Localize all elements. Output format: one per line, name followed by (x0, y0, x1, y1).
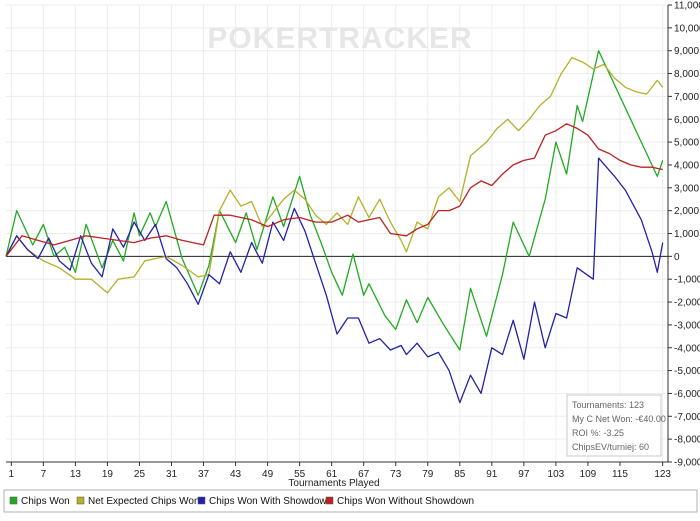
y-tick-label: -1,000 (674, 275, 700, 286)
x-tick-label: 67 (358, 469, 370, 480)
y-tick-label: 11,000 (674, 1, 700, 12)
y-tick-label: 2,000 (674, 206, 699, 217)
x-tick-label: 49 (262, 469, 274, 480)
y-tick-label: 0 (674, 252, 680, 263)
x-tick-label: 73 (390, 469, 402, 480)
x-tick-label: 61 (326, 469, 338, 480)
x-axis-title: Tournaments Played (288, 478, 379, 489)
y-tick-label: 3,000 (674, 183, 699, 194)
y-tick-label: -6,000 (674, 389, 700, 400)
y-tick-label: 4,000 (674, 160, 699, 171)
series-line-1 (5, 56, 664, 294)
watermark-logo: POKERTRACKER (207, 22, 472, 55)
x-tick-label: 115 (612, 469, 628, 480)
axes-layer: -9,000 -8,000 -7,000 -6,000 -5,000 -4,000 -3,0… (6, 1, 700, 480)
y-tick-label: 7,000 (674, 92, 699, 103)
x-tick-label: 85 (454, 469, 466, 480)
series-line-0 (5, 50, 664, 351)
info-box: Tournaments: 123 My C Net Won: -€40.00 ROI… (566, 394, 666, 457)
y-tick-label: -8,000 (674, 435, 700, 446)
y-tick-label: -2,000 (674, 298, 700, 309)
legend-frame (3, 489, 698, 513)
x-tick-label: 1 (9, 469, 15, 480)
x-tick-label: 109 (580, 469, 597, 480)
legend-swatch (325, 496, 334, 505)
x-tick-label: 7 (41, 469, 47, 480)
legend-label: Chips Won (21, 496, 70, 507)
x-tick-label: 25 (134, 469, 146, 480)
info-box-line: Tournaments: 123 (572, 400, 644, 410)
x-tick-label: 37 (198, 469, 210, 480)
y-tick-label: 8,000 (674, 69, 699, 80)
y-tick-label: -9,000 (674, 458, 700, 469)
x-tick-label: 43 (230, 469, 242, 480)
series-line-2 (5, 157, 664, 404)
y-tick-label: 6,000 (674, 115, 699, 126)
x-tick-label: 19 (102, 469, 114, 480)
legend: Chips Won Net Expected Chips Won Chips Won… (3, 489, 698, 513)
x-tick-label: 97 (518, 469, 530, 480)
x-tick-label: 103 (548, 469, 565, 480)
x-tick-label: 55 (294, 469, 306, 480)
legend-label: Chips Won Without Showdown (337, 496, 474, 507)
y-tick-label: -4,000 (674, 343, 700, 354)
y-tick-label: -5,000 (674, 366, 700, 377)
y-tick-label: 1,000 (674, 229, 699, 240)
info-box-line: ROI %: -3.25 (572, 428, 624, 438)
x-tick-label: 91 (486, 469, 498, 480)
series-layer (5, 50, 664, 404)
legend-swatch (197, 496, 206, 505)
y-tick-label: 5,000 (674, 138, 699, 149)
x-tick-label: 123 (654, 469, 671, 480)
x-tick-label: 31 (166, 469, 178, 480)
legend-swatch (76, 496, 85, 505)
info-box-line: ChipsEV/turniej: 60 (572, 442, 649, 452)
y-tick-label: 9,000 (674, 46, 699, 57)
x-tick-label: 13 (70, 469, 82, 480)
series-line-3 (5, 123, 663, 257)
info-box-line: My C Net Won: -€40.00 (572, 414, 666, 424)
y-tick-label: -3,000 (674, 320, 700, 331)
y-tick-label: -7,000 (674, 412, 700, 423)
y-tick-label: 10,000 (674, 23, 700, 34)
x-tick-label: 79 (422, 469, 434, 480)
grid-layer (6, 4, 668, 463)
info-box-frame (566, 394, 662, 457)
legend-label: Net Expected Chips Won (88, 496, 200, 507)
legend-label: Chips Won With Showdown (209, 496, 332, 507)
legend-swatch (9, 496, 18, 505)
